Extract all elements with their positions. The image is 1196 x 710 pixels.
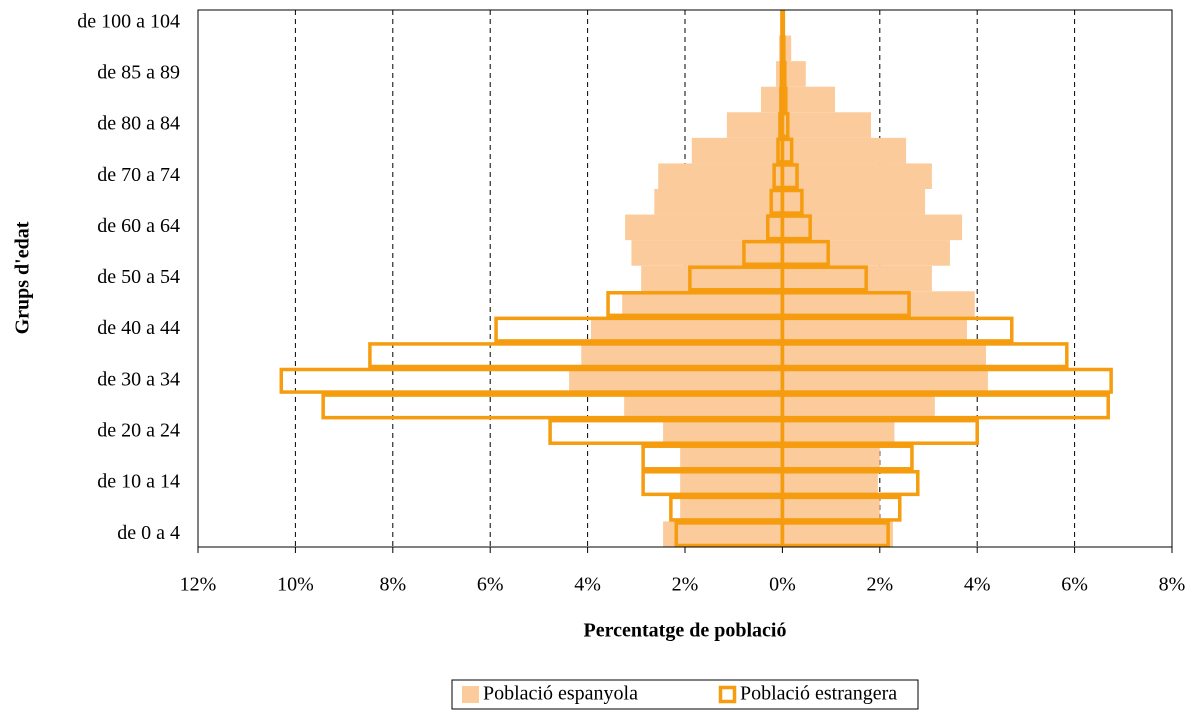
bar <box>782 470 878 496</box>
y-tick-label: de 60 a 64 <box>97 215 180 237</box>
bar <box>663 521 783 547</box>
bar <box>663 419 783 445</box>
bar <box>782 189 926 215</box>
bar-outline <box>780 86 788 113</box>
bar <box>782 112 872 138</box>
bar <box>680 495 783 522</box>
legend-swatch <box>462 686 479 703</box>
bar <box>782 419 895 445</box>
legend-label: Població estrangera <box>740 683 897 705</box>
x-tick-label: 6% <box>477 574 504 596</box>
x-tick-label: 4% <box>574 574 601 596</box>
y-tick-label: de 100 a 104 <box>77 10 180 32</box>
bar <box>782 86 835 113</box>
legend-label: Població espanyola <box>483 683 638 705</box>
bar <box>782 265 932 292</box>
plot-area <box>197 9 1173 553</box>
y-tick-label: de 0 a 4 <box>117 522 180 544</box>
x-axis-label: Percentatge de població <box>584 620 787 642</box>
x-tick-label: 2% <box>866 574 893 596</box>
bar <box>680 470 783 496</box>
bar <box>782 444 880 471</box>
y-tick-label: de 80 a 84 <box>97 113 180 135</box>
bar <box>782 61 806 87</box>
x-tick-label: 8% <box>379 574 406 596</box>
bar <box>631 240 783 266</box>
y-tick-label: de 20 a 24 <box>97 420 180 442</box>
y-axis-label: Grups d'edat <box>12 221 34 334</box>
bar <box>760 86 783 113</box>
x-tick-label: 6% <box>1061 574 1088 596</box>
bar <box>782 521 893 547</box>
bar <box>782 316 967 343</box>
x-tick-label: 2% <box>672 574 699 596</box>
bar <box>782 137 907 164</box>
bar <box>680 444 783 471</box>
x-tick-label: 8% <box>1159 574 1186 596</box>
bar <box>782 495 880 522</box>
y-tick-label: de 85 a 89 <box>97 62 180 84</box>
bar <box>782 163 932 189</box>
bar <box>782 240 950 266</box>
x-tick-label: 0% <box>769 574 796 596</box>
legend-box <box>451 679 919 710</box>
plot-border <box>197 9 1173 548</box>
bar <box>726 112 783 138</box>
bar <box>625 214 783 241</box>
bar <box>658 163 783 189</box>
bar <box>624 393 783 420</box>
bar <box>782 291 975 317</box>
y-tick-label: de 70 a 74 <box>97 164 180 186</box>
bar <box>622 291 783 317</box>
bar <box>782 342 986 368</box>
bar <box>581 342 783 368</box>
x-tick-label: 10% <box>277 574 314 596</box>
bar <box>782 368 988 394</box>
bar <box>654 189 783 215</box>
bar <box>591 316 783 343</box>
bar <box>691 137 783 164</box>
bar <box>641 265 783 292</box>
legend-swatch <box>718 685 737 704</box>
y-tick-label: de 30 a 34 <box>97 368 180 390</box>
x-tick-label: 4% <box>964 574 991 596</box>
bar <box>782 35 792 62</box>
bar <box>569 368 783 394</box>
bar <box>782 214 963 241</box>
bar <box>776 61 783 87</box>
y-tick-label: de 40 a 44 <box>97 317 180 339</box>
y-tick-label: de 10 a 14 <box>97 471 180 493</box>
x-tick-label: 12% <box>180 574 217 596</box>
y-tick-label: de 50 a 54 <box>97 266 180 288</box>
bar <box>782 393 935 420</box>
